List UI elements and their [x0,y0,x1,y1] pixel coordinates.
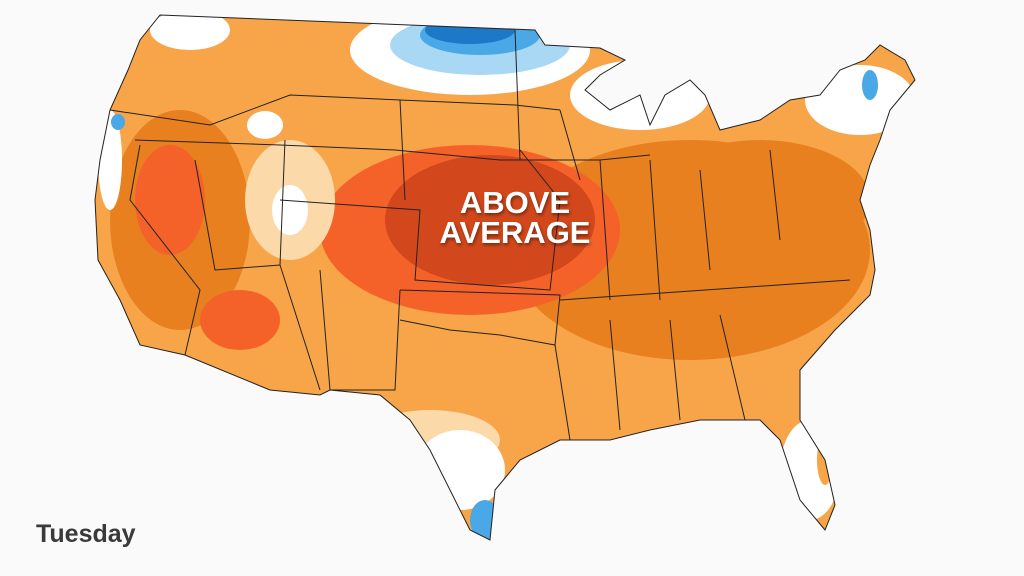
day-label: Tuesday [36,520,136,548]
state-borders [94,14,916,541]
annotation-line-2: AVERAGE [439,215,591,250]
annotation-line-1: ABOVE [459,185,571,220]
above-average-annotation: ABOVE AVERAGE [410,185,620,250]
